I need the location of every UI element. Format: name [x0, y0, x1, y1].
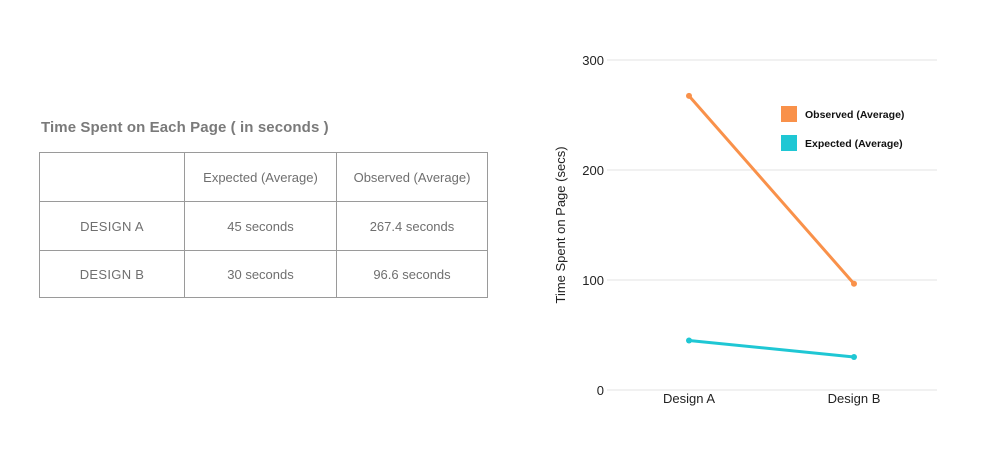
table-title: Time Spent on Each Page ( in seconds ) [41, 119, 329, 136]
line-chart: 0 100 200 300 Design A Design B Time Spent on … [553, 53, 937, 406]
x-tick-label: Design A [663, 391, 715, 406]
x-tick-label: Design B [828, 391, 881, 406]
series-line-1 [687, 339, 856, 359]
legend-swatch [781, 135, 797, 151]
y-tick-label: 300 [582, 53, 604, 68]
legend-label: Expected (Average) [805, 138, 903, 150]
cell-design-a-observed: 267.4 seconds [336, 201, 488, 251]
data-point [686, 337, 692, 344]
header-cell-observed: Observed (Average) [336, 152, 488, 202]
header-cell-expected: Expected (Average) [184, 152, 337, 202]
data-point [851, 280, 857, 287]
legend-label: Observed (Average) [805, 109, 904, 121]
table-row: DESIGN A 45 seconds 267.4 seconds [39, 201, 488, 251]
cell-design-a-expected: 45 seconds [184, 201, 337, 251]
series-line-0 [687, 94, 856, 286]
summary-table: Expected (Average) Observed (Average) DE… [39, 152, 488, 298]
cell-design-b-expected: 30 seconds [184, 250, 337, 298]
y-tick-label: 200 [582, 163, 604, 178]
data-point [686, 92, 692, 99]
data-point [851, 354, 857, 360]
cell-design-b-observed: 96.6 seconds [336, 250, 488, 298]
table-row: DESIGN B 30 seconds 96.6 seconds [39, 250, 488, 298]
y-tick-label: 100 [582, 273, 604, 288]
header-cell-empty [39, 152, 185, 202]
row-label-design-a: DESIGN A [39, 201, 185, 251]
y-tick-label: 0 [597, 383, 604, 398]
legend-swatch [781, 106, 797, 122]
y-axis-title: Time Spent on Page (secs) [553, 146, 568, 303]
table-header-row: Expected (Average) Observed (Average) [39, 152, 488, 202]
row-label-design-b: DESIGN B [39, 250, 185, 298]
